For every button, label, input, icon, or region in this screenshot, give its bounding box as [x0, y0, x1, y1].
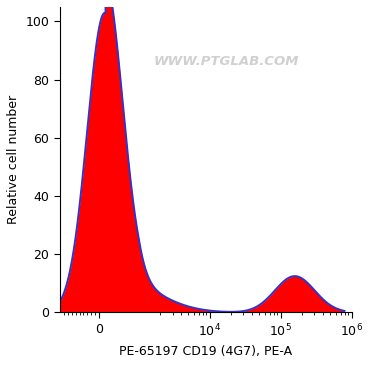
X-axis label: PE-65197 CD19 (4G7), PE-A: PE-65197 CD19 (4G7), PE-A — [119, 345, 292, 358]
Y-axis label: Relative cell number: Relative cell number — [7, 95, 20, 224]
Text: WWW.PTGLAB.COM: WWW.PTGLAB.COM — [154, 55, 299, 69]
